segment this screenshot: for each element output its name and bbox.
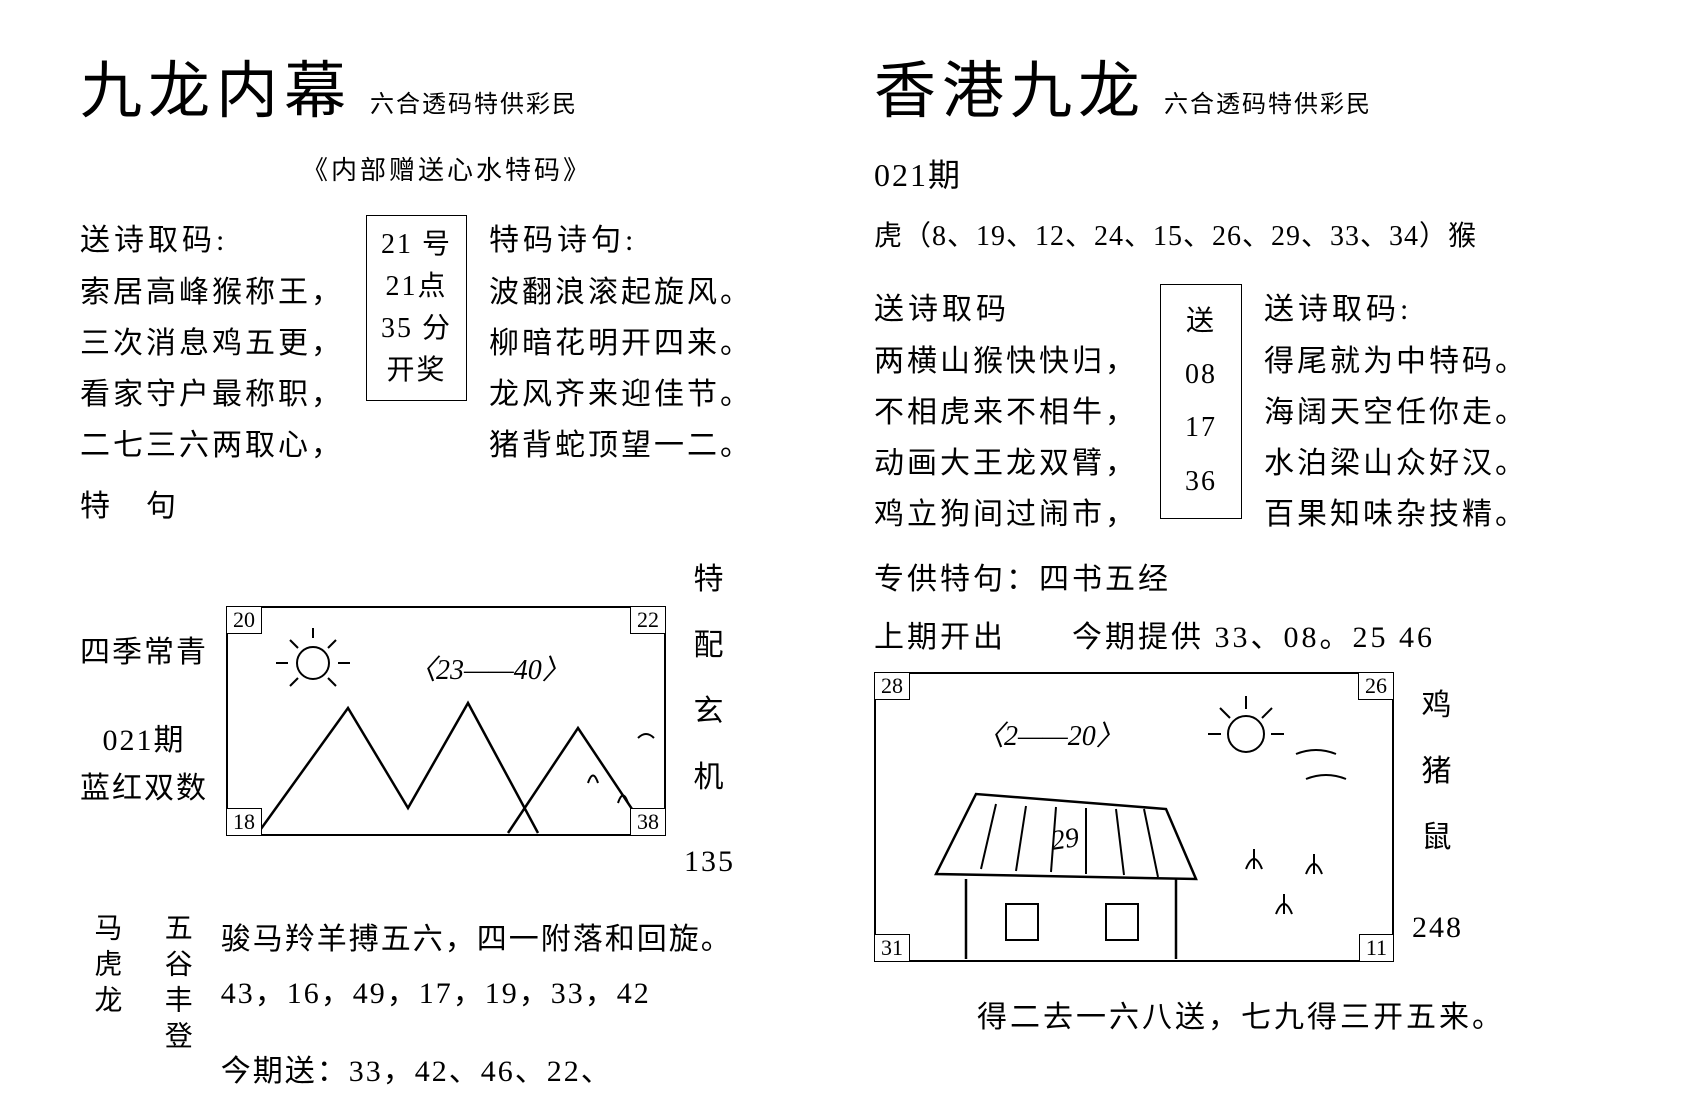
left-corner-tr: 22 xyxy=(630,606,666,634)
right-side-3: 鼠 xyxy=(1412,805,1463,871)
right-prev-line: 上期开出 今期提供 33、08。25 46 xyxy=(874,612,1608,656)
left-box-line2: 21点 xyxy=(381,266,452,308)
left-corner-br: 38 xyxy=(630,808,666,836)
left-vert1: 马虎龙 xyxy=(80,913,130,1099)
left-drawing-left-col: 四季常青 021期 蓝红双数 xyxy=(80,629,208,813)
right-footer: 得二去一六八送，七九得三开五来。 xyxy=(874,992,1608,1036)
right-poem-right-line2: 海阔天空任你走。 xyxy=(1264,387,1528,438)
left-side-4: 机 xyxy=(684,745,735,811)
right-box-line4: 36 xyxy=(1185,455,1217,508)
left-bottom-text2: 43，16，49，17，19，33，42 xyxy=(221,967,733,1021)
left-box-line3: 35 分 xyxy=(381,308,452,350)
left-poem-right-line4: 猪背蛇顶望一二。 xyxy=(489,420,753,471)
left-drawing-box: 20 22 18 38 〈23——40〉 xyxy=(226,606,666,836)
right-corner-br: 11 xyxy=(1359,934,1394,962)
left-side-2: 配 xyxy=(684,613,735,679)
right-drawing-row: 28 26 31 11 〈2——20〉 29 xyxy=(874,672,1608,962)
left-poem-left-line2: 三次消息鸡五更， xyxy=(80,318,344,369)
left-poem-right-line3: 龙风齐来迎佳节。 xyxy=(489,369,753,420)
left-poem-left-line3: 看家守户最称职， xyxy=(80,369,344,420)
right-poem-left-label: 送诗取码 xyxy=(874,284,1138,328)
right-title: 香港九龙 xyxy=(874,40,1146,130)
right-poem-right-col: 送诗取码: 得尾就为中特码。 海阔天空任你走。 水泊梁山众好汉。 百果知味杂技精… xyxy=(1264,284,1528,540)
right-issue: 021期 xyxy=(874,150,1608,196)
right-side-2: 猪 xyxy=(1412,739,1463,805)
left-title-row: 九龙内幕 六合透码特供彩民 xyxy=(80,40,814,130)
left-bottom-text1: 骏马羚羊搏五六，四一附落和回旋。 xyxy=(221,913,733,967)
right-poem-left-col: 送诗取码 两横山猴快快归， 不相虎来不相牛， 动画大王龙双臂， 鸡立狗间过闹市， xyxy=(874,284,1138,540)
left-poem-block: 送诗取码: 索居高峰猴称王， 三次消息鸡五更， 看家守户最称职， 二七三六两取心… xyxy=(80,215,814,471)
right-poem-block: 送诗取码 两横山猴快快归， 不相虎来不相牛， 动画大王龙双臂， 鸡立狗间过闹市，… xyxy=(874,284,1608,540)
right-center-box: 送 08 17 36 xyxy=(1160,284,1242,519)
left-box-line4: 开奖 xyxy=(381,350,452,392)
right-box-line1: 送 xyxy=(1185,295,1217,348)
left-center-note: 《内部赠送心水特码》 xyxy=(80,150,814,187)
left-poem-left-col: 送诗取码: 索居高峰猴称王， 三次消息鸡五更， 看家守户最称职， 二七三六两取心… xyxy=(80,215,344,471)
right-roof-num: 29 xyxy=(1049,822,1081,858)
right-poem-left-line1: 两横山猴快快归， xyxy=(874,336,1138,387)
right-poem-right-line3: 水泊梁山众好汉。 xyxy=(1264,438,1528,489)
left-corner-tl: 20 xyxy=(226,606,262,634)
right-range-label: 〈2——20〉 xyxy=(976,714,1124,754)
right-poem-right-label: 送诗取码: xyxy=(1264,284,1528,328)
right-zodiac-line: 虎（8、19、12、24、15、26、29、33、34）猴 xyxy=(874,214,1608,254)
left-mountain-sketch xyxy=(228,608,668,838)
left-drawing-right-col: 特 配 玄 机 135 xyxy=(684,547,735,895)
left-range-label: 〈23——40〉 xyxy=(408,648,570,688)
right-corner-tr: 26 xyxy=(1358,672,1394,700)
left-poem-right-col: 特码诗句: 波翻浪滚起旋风。 柳暗花明开四来。 龙风齐来迎佳节。 猪背蛇顶望一二… xyxy=(489,215,753,471)
left-special-label: 特 句 xyxy=(80,483,814,531)
left-panel: 九龙内幕 六合透码特供彩民 《内部赠送心水特码》 送诗取码: 索居高峰猴称王， … xyxy=(50,40,844,1075)
left-poem-left-line4: 二七三六两取心， xyxy=(80,420,344,471)
right-box-line3: 17 xyxy=(1185,401,1217,454)
right-subtitle: 六合透码特供彩民 xyxy=(1164,84,1372,119)
right-box-line2: 08 xyxy=(1185,348,1217,401)
left-drawing-row: 四季常青 021期 蓝红双数 20 22 18 38 〈23——40〉 xyxy=(80,547,814,895)
right-poem-left-line3: 动画大王龙双臂， xyxy=(874,438,1138,489)
left-poem-left-label: 送诗取码: xyxy=(80,215,344,259)
right-drawing-right-col: 鸡 猪 鼠 248 xyxy=(1412,673,1463,961)
right-corner-bl: 31 xyxy=(874,934,910,962)
right-title-row: 香港九龙 六合透码特供彩民 xyxy=(874,40,1608,130)
left-subtitle: 六合透码特供彩民 xyxy=(370,84,578,119)
left-side-1: 特 xyxy=(684,547,735,613)
left-poem-right-label: 特码诗句: xyxy=(489,215,753,259)
right-poem-right-line1: 得尾就为中特码。 xyxy=(1264,336,1528,387)
left-poem-left-line1: 索居高峰猴称王， xyxy=(80,267,344,318)
right-poem-left-line4: 鸡立狗间过闹市， xyxy=(874,489,1138,540)
left-center-box: 21 号 21点 35 分 开奖 xyxy=(366,215,467,401)
left-side-3: 玄 xyxy=(684,679,735,745)
left-poem-right-line2: 柳暗花明开四来。 xyxy=(489,318,753,369)
left-blue-red: 蓝红双数 xyxy=(80,765,208,813)
left-vert2: 五谷丰登 xyxy=(150,913,200,1099)
right-side-num: 248 xyxy=(1412,895,1463,961)
left-poem-right-line1: 波翻浪滚起旋风。 xyxy=(489,267,753,318)
left-corner-bl: 18 xyxy=(226,808,262,836)
left-special-phrase: 四季常青 xyxy=(80,629,208,677)
left-side-num: 135 xyxy=(684,829,735,895)
left-bottom-texts: 骏马羚羊搏五六，四一附落和回旋。 43，16，49，17，19，33，42 今期… xyxy=(221,913,733,1099)
right-poem-right-line4: 百果知味杂技精。 xyxy=(1264,489,1528,540)
left-bottom-text3: 今期送：33，42、46、22、 xyxy=(221,1045,733,1099)
left-box-line1: 21 号 xyxy=(381,224,452,266)
right-poem-left-line2: 不相虎来不相牛， xyxy=(874,387,1138,438)
right-house-sketch xyxy=(876,674,1396,964)
right-corner-tl: 28 xyxy=(874,672,910,700)
left-issue-label: 021期 xyxy=(80,717,208,765)
right-special-line: 专供特句：四书五经 xyxy=(874,554,1608,598)
right-drawing-box: 28 26 31 11 〈2——20〉 29 xyxy=(874,672,1394,962)
left-bottom-block: 马虎龙 五谷丰登 骏马羚羊搏五六，四一附落和回旋。 43，16，49，17，19… xyxy=(80,913,814,1099)
right-panel: 香港九龙 六合透码特供彩民 021期 虎（8、19、12、24、15、26、29… xyxy=(844,40,1638,1075)
left-title: 九龙内幕 xyxy=(80,40,352,130)
right-side-1: 鸡 xyxy=(1412,673,1463,739)
